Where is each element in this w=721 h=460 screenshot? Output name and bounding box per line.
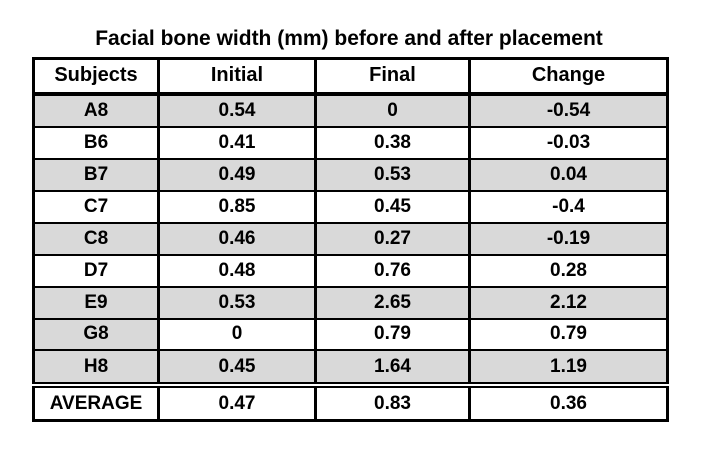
column-header-subjects: Subjects <box>32 57 160 96</box>
cell-final: 0.76 <box>314 253 471 288</box>
cell-change: 2.12 <box>468 285 669 320</box>
cell-subject: A8 <box>32 92 160 128</box>
cell-final: 0 <box>314 92 471 128</box>
column-header-change: Change <box>468 57 669 96</box>
cell-change: 0.04 <box>468 157 669 192</box>
cell-change: 1.19 <box>468 349 669 387</box>
cell-final: 0.27 <box>314 221 471 256</box>
cell-subject: D7 <box>32 253 160 288</box>
average-cell-final: 0.83 <box>314 382 471 422</box>
cell-final: 1.64 <box>314 349 471 387</box>
cell-change: -0.54 <box>468 92 669 128</box>
table-row: B7 0.49 0.53 0.04 <box>32 157 669 192</box>
column-header-initial: Initial <box>157 57 317 96</box>
cell-change: 0.79 <box>468 317 669 352</box>
cell-subject: C8 <box>32 221 160 256</box>
average-cell-initial: 0.47 <box>157 382 317 422</box>
cell-final: 0.38 <box>314 125 471 160</box>
table-row: A8 0.54 0 -0.54 <box>32 92 669 128</box>
table-row: C7 0.85 0.45 -0.4 <box>32 189 669 224</box>
cell-final: 2.65 <box>314 285 471 320</box>
cell-subject: E9 <box>32 285 160 320</box>
cell-subject: C7 <box>32 189 160 224</box>
cell-initial: 0.41 <box>157 125 317 160</box>
facial-bone-width-table: Subjects Initial Final Change A8 0.54 0 … <box>32 57 669 422</box>
table-row: E9 0.53 2.65 2.12 <box>32 285 669 320</box>
average-cell-change: 0.36 <box>468 382 669 422</box>
cell-subject: B7 <box>32 157 160 192</box>
table-row: C8 0.46 0.27 -0.19 <box>32 221 669 256</box>
average-row: AVERAGE 0.47 0.83 0.36 <box>32 382 669 422</box>
cell-subject: G8 <box>32 317 160 352</box>
cell-subject: B6 <box>32 125 160 160</box>
header-row: Subjects Initial Final Change <box>32 57 669 96</box>
cell-initial: 0.54 <box>157 92 317 128</box>
cell-initial: 0.45 <box>157 349 317 387</box>
data-table-container: Subjects Initial Final Change A8 0.54 0 … <box>32 57 669 422</box>
table-title: Facial bone width (mm) before and after … <box>95 27 603 50</box>
cell-subject: H8 <box>32 349 160 387</box>
table-row: G8 0 0.79 0.79 <box>32 317 669 352</box>
cell-change: -0.19 <box>468 221 669 256</box>
cell-initial: 0.48 <box>157 253 317 288</box>
cell-final: 0.53 <box>314 157 471 192</box>
cell-initial: 0 <box>157 317 317 352</box>
cell-change: -0.03 <box>468 125 669 160</box>
table-row: B6 0.41 0.38 -0.03 <box>32 125 669 160</box>
cell-change: -0.4 <box>468 189 669 224</box>
table-row: H8 0.45 1.64 1.19 <box>32 349 669 387</box>
cell-final: 0.79 <box>314 317 471 352</box>
table-row: D7 0.48 0.76 0.28 <box>32 253 669 288</box>
cell-initial: 0.49 <box>157 157 317 192</box>
column-header-final: Final <box>314 57 471 96</box>
cell-change: 0.28 <box>468 253 669 288</box>
cell-initial: 0.85 <box>157 189 317 224</box>
cell-initial: 0.46 <box>157 221 317 256</box>
average-label: AVERAGE <box>32 382 160 422</box>
cell-initial: 0.53 <box>157 285 317 320</box>
cell-final: 0.45 <box>314 189 471 224</box>
